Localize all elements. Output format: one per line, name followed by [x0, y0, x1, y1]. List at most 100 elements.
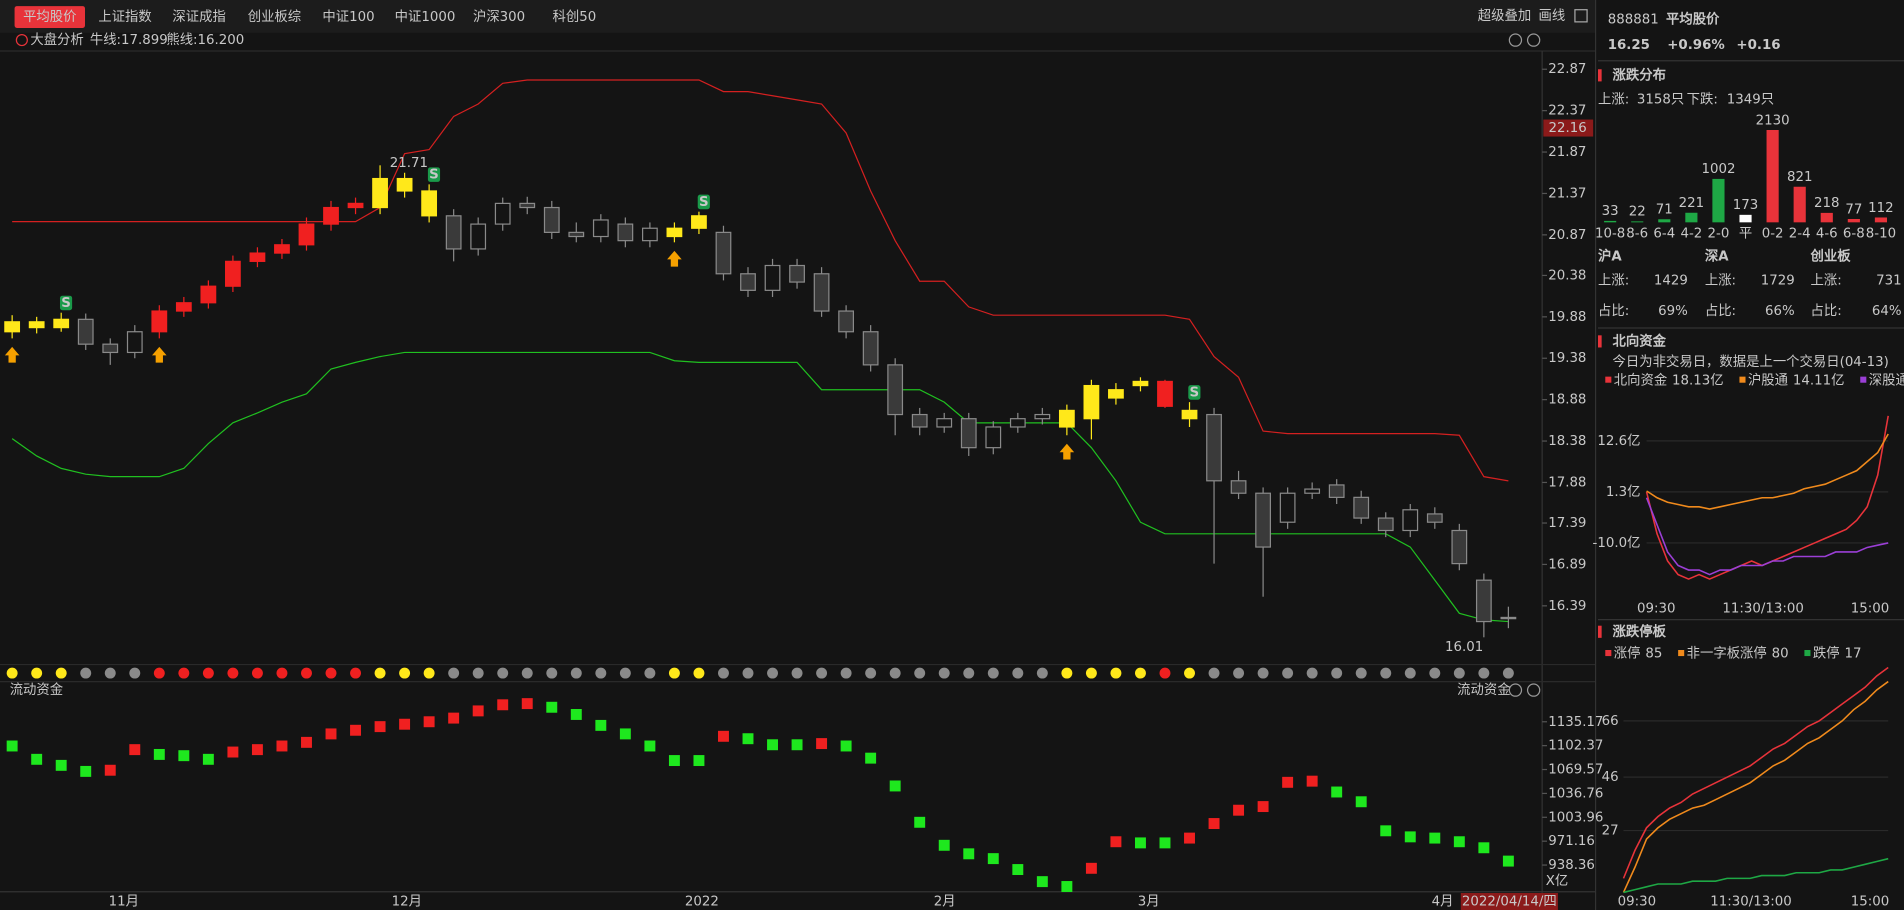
breadth-bar — [1766, 130, 1779, 223]
legend-swatch — [1605, 650, 1612, 657]
flow-marker — [178, 750, 190, 762]
tab[interactable]: 创业板综 — [248, 9, 301, 25]
breadth-bar — [1793, 186, 1806, 223]
buy-signal — [1059, 443, 1075, 460]
x-tick-label: 15:00 — [1851, 602, 1889, 617]
sell-signal: S — [699, 195, 709, 210]
down-label: 下跌: — [1687, 92, 1718, 108]
candle-body — [715, 231, 732, 275]
down-count: 1349只 — [1727, 93, 1774, 108]
signal-dot — [227, 667, 239, 679]
bar-value: 2130 — [1756, 113, 1790, 128]
signal-dot — [104, 667, 116, 679]
row-label: 上涨: — [1598, 273, 1629, 289]
help-icon[interactable] — [1526, 33, 1541, 47]
signal-dot — [448, 667, 460, 679]
tab[interactable]: 中证1000 — [395, 9, 456, 25]
toolbar-button[interactable]: 超级叠加 — [1478, 8, 1531, 24]
y-tick-label: 16.39 — [1548, 599, 1586, 614]
legend-value: 85 — [1645, 647, 1662, 662]
layout-icon[interactable] — [1574, 9, 1588, 23]
candle-body — [1206, 413, 1222, 482]
candle-body — [298, 223, 315, 246]
indicator-icon[interactable] — [15, 34, 28, 47]
x-tick-label: 09:30 — [1618, 894, 1656, 909]
flow-marker — [6, 740, 18, 752]
note: 今日为非交易日，数据是上一个交易日(04-13) — [1613, 353, 1889, 370]
candle-body — [1451, 529, 1468, 565]
settings-icon[interactable] — [1508, 683, 1523, 697]
flow-marker — [865, 752, 877, 764]
candle-body — [1500, 616, 1517, 620]
sell-signal: S — [61, 296, 71, 311]
candle-body — [1304, 488, 1321, 494]
table-cell: 64% — [1872, 304, 1902, 319]
signal-dot — [1134, 667, 1146, 679]
signal-dot — [595, 667, 607, 679]
signal-dot — [31, 667, 43, 679]
legend-swatch — [1860, 376, 1867, 383]
candle-body — [175, 302, 192, 312]
settings-icon[interactable] — [1508, 33, 1523, 47]
tab[interactable]: 中证100 — [322, 9, 374, 25]
help-icon[interactable] — [1526, 683, 1541, 697]
legend-name: 跌停 — [1813, 645, 1840, 662]
breadth-bar — [1604, 220, 1617, 223]
bar-category: 10-8 — [1595, 226, 1625, 241]
y-tick-label: 1.3亿 — [1606, 484, 1641, 500]
legend-swatch — [1804, 650, 1811, 657]
flow-marker — [80, 765, 92, 777]
candle-body — [1108, 389, 1124, 399]
signal-dot — [1404, 667, 1416, 679]
toolbar-button[interactable]: 画线 — [1539, 8, 1566, 24]
flow-marker — [497, 699, 509, 711]
flow-marker — [889, 780, 901, 792]
tab[interactable]: 深证成指 — [172, 9, 225, 25]
candle-body — [764, 264, 781, 291]
legend-name: 深股通 — [1869, 372, 1904, 388]
flow-marker — [1085, 862, 1097, 874]
indicator-name: 大盘分析 — [30, 31, 83, 48]
breadth-bar — [1874, 217, 1887, 223]
candle-body — [445, 215, 462, 250]
sell-signal-bg — [1188, 385, 1201, 400]
series-line — [1646, 433, 1889, 510]
series-line — [1622, 666, 1889, 879]
bar-value: 33 — [1602, 204, 1619, 219]
row-label: 占比: — [1705, 303, 1736, 319]
bar-value: 221 — [1679, 196, 1704, 211]
tab[interactable]: 上证指数 — [98, 9, 151, 25]
tab[interactable]: 平均股价 — [23, 9, 76, 25]
candle-body — [985, 426, 1002, 449]
flow-marker — [301, 736, 312, 748]
candle-body — [1353, 496, 1370, 519]
y-tick-label: 19.88 — [1548, 310, 1586, 325]
candle-body — [1157, 380, 1173, 407]
flow-marker — [374, 721, 386, 733]
signal-dot — [1380, 667, 1392, 679]
candle-body — [200, 285, 217, 304]
signal-dot — [80, 667, 92, 679]
tab[interactable]: 科创50 — [553, 9, 597, 25]
flow-marker — [251, 744, 263, 756]
signal-dot — [1478, 667, 1490, 679]
bear-line-label: 熊线:16.200 — [166, 32, 244, 48]
tab[interactable]: 沪深300 — [473, 9, 525, 25]
flow-marker — [276, 740, 288, 752]
signal-dot — [153, 667, 165, 679]
signal-dot — [1110, 667, 1122, 679]
signal-dot — [987, 667, 999, 679]
current-date: 2022/04/14/四 — [1462, 894, 1557, 909]
signal-dot — [1306, 667, 1318, 679]
flow-marker — [104, 764, 116, 776]
x-tick-label: 09:30 — [1637, 602, 1675, 617]
bar-category: 8-6 — [1626, 226, 1648, 241]
legend-value: 14.11亿 — [1793, 372, 1845, 388]
flow-marker — [1502, 855, 1514, 867]
x-tick-label: 15:00 — [1851, 894, 1889, 909]
flow-marker — [570, 708, 582, 720]
flow-marker — [325, 728, 337, 740]
candle-body — [1181, 409, 1198, 420]
table-cell: 66% — [1765, 304, 1795, 319]
buy-signal — [152, 346, 167, 363]
